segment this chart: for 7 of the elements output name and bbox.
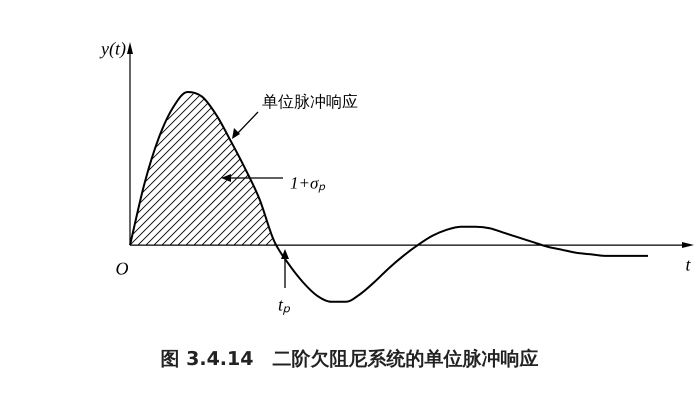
annotation: tₚ bbox=[278, 294, 291, 316]
annotation: O bbox=[116, 258, 128, 279]
annotation: 1+σₚ bbox=[290, 173, 326, 194]
annotation: 单位脉冲响应 bbox=[262, 92, 358, 112]
y-axis-title: y(t) bbox=[99, 38, 126, 59]
text: 图 3.4.14 二阶欠阻尼系统的单位脉冲响应 bbox=[160, 347, 540, 372]
x-axis-title: t bbox=[685, 254, 692, 275]
